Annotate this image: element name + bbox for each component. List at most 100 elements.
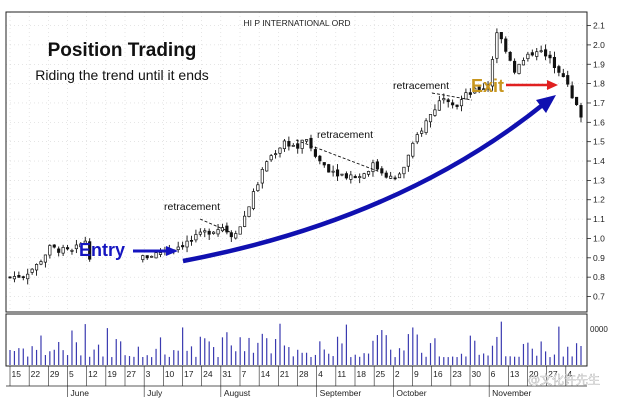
candle-body <box>61 247 65 254</box>
candle-body <box>243 215 247 227</box>
candle-body <box>375 161 379 170</box>
candle-body <box>566 75 570 85</box>
candle-body <box>433 109 437 116</box>
x-tick-label: 14 <box>261 369 271 379</box>
candle-body <box>287 141 291 147</box>
candle-body <box>579 105 583 118</box>
candle-body <box>304 139 309 142</box>
candle-body <box>420 130 424 134</box>
x-tick-label: 4 <box>567 369 572 379</box>
candle-body <box>181 245 185 248</box>
candle-body <box>490 59 495 87</box>
y-tick-label: 0.7 <box>593 292 605 302</box>
candle-body <box>530 52 534 56</box>
candle-body <box>366 171 371 175</box>
candle-body <box>349 174 353 180</box>
candle-body <box>70 250 74 252</box>
candle-body <box>513 60 517 73</box>
candle-body <box>437 100 441 111</box>
candle-body <box>402 166 406 175</box>
month-label: August <box>224 388 251 398</box>
retracement-dashed-line <box>431 92 473 101</box>
x-tick-label: 11 <box>337 369 346 379</box>
y-tick-label: 1.2 <box>593 195 605 205</box>
volume-scale-label: 0000 <box>590 325 608 334</box>
retracement-label: retracement <box>164 201 220 213</box>
x-tick-label: 28 <box>299 369 309 379</box>
y-tick-label: 0.8 <box>593 272 605 282</box>
candle-body <box>397 173 402 179</box>
price-panel-frame <box>5 11 588 313</box>
candle-body <box>406 154 410 167</box>
candle-body <box>212 231 216 234</box>
candle-body <box>79 243 83 248</box>
candle-body <box>442 98 446 101</box>
x-tick-label: 31 <box>222 369 232 379</box>
month-label: November <box>492 388 531 398</box>
x-tick-label: 25 <box>376 369 386 379</box>
candle-body <box>17 275 21 278</box>
candle-body <box>424 120 428 133</box>
x-tick-label: 13 <box>510 369 520 379</box>
candle-body <box>34 264 39 271</box>
candle-body <box>451 102 455 106</box>
instrument-label: HI P INTERNATIONAL ORD <box>243 18 350 28</box>
x-tick-label: 18 <box>357 369 367 379</box>
candle-body <box>265 161 269 172</box>
candle-body <box>12 276 16 280</box>
candle-body <box>535 51 539 57</box>
x-axis-ticks: 15 22 29 5 12 19 27 3 10 17 24 31 7 14 21 28 4 11 18 25 2 9 16… <box>9 366 572 398</box>
exit-arrow-head <box>547 80 558 90</box>
candle-body <box>331 170 335 173</box>
candle-body <box>468 92 472 95</box>
candle-body <box>318 155 322 162</box>
candle-body <box>459 99 464 107</box>
y-tick-label: 1.8 <box>593 79 605 89</box>
candle-body <box>57 248 61 253</box>
candle-body <box>411 142 415 157</box>
candle-body <box>495 32 499 59</box>
y-tick-label: 1.5 <box>593 137 605 147</box>
candle-body <box>482 88 486 91</box>
candle-body <box>225 225 229 233</box>
x-tick-label: 3 <box>146 369 151 379</box>
x-tick-label: 20 <box>529 369 539 379</box>
candle-body <box>358 176 362 178</box>
candle-body <box>278 147 282 154</box>
candle-body <box>247 206 251 217</box>
month-label: September <box>320 388 362 398</box>
candle-body <box>291 145 295 147</box>
candle-body <box>561 73 565 78</box>
y-tick-label: 1.7 <box>593 98 605 108</box>
x-tick-label: 7 <box>242 369 247 379</box>
candle-body <box>39 261 43 265</box>
x-tick-label: 16 <box>433 369 443 379</box>
candle-body <box>274 153 278 156</box>
candle-body <box>362 173 366 179</box>
y-tick-label: 1.4 <box>593 156 605 166</box>
candle-body <box>256 184 260 192</box>
x-tick-label: 9 <box>414 369 419 379</box>
y-tick-label: 1.0 <box>593 233 605 243</box>
candle-body <box>539 50 543 53</box>
candle-body <box>477 86 481 92</box>
candle-body <box>26 273 30 280</box>
month-label: June <box>71 388 90 398</box>
candle-body <box>335 169 340 177</box>
volume-panel <box>9 321 582 365</box>
candle-body <box>88 241 92 260</box>
x-tick-label: 2 <box>395 369 400 379</box>
candle-body <box>544 49 548 57</box>
candle-body <box>150 255 154 258</box>
candle-body <box>371 162 375 172</box>
candle-body <box>521 60 526 66</box>
volume-panel-frame <box>5 313 588 367</box>
candle-body <box>309 137 313 149</box>
x-tick-label: 4 <box>318 369 323 379</box>
candle-body <box>30 268 34 273</box>
candle-body <box>154 252 158 259</box>
candle-body <box>575 96 579 106</box>
candle-body <box>216 229 220 235</box>
candle-body <box>141 255 145 260</box>
